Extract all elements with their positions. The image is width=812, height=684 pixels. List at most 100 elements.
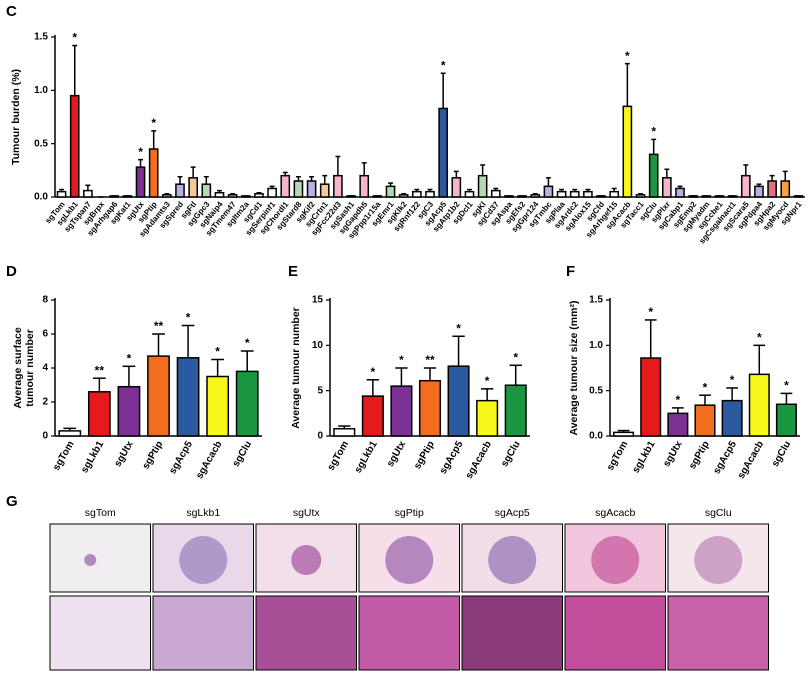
bar [398,194,409,198]
panel-letter: F [566,263,575,280]
bar [176,357,200,437]
bar [622,105,633,198]
panel-letter: E [288,263,298,280]
significance-star: ** [154,319,164,333]
bar [346,195,356,198]
bar [235,370,259,437]
x-tick-label: sgPtip [412,439,437,471]
x-tick-label: sgAcp5 [711,439,739,476]
y-tick-label: 0.0 [589,431,603,442]
bar [740,174,751,198]
histology-high [255,595,357,671]
bar [476,399,499,437]
bar [385,185,396,198]
bar [438,107,448,198]
bar [122,195,133,198]
bar [361,395,384,437]
bar [530,194,541,198]
bar [306,180,317,198]
y-tick-label: 6 [42,329,48,340]
bar [135,166,146,198]
significance-star: * [72,31,77,45]
panel-letter: C [6,3,17,20]
x-tick-label: sgAcp5 [438,439,466,476]
bar [793,195,804,198]
bar [754,185,764,198]
bar [58,430,82,437]
bar [504,384,527,437]
bar [609,190,620,198]
x-tick-label: sgPtip [141,439,166,471]
bar [162,194,172,198]
tumour-lesion [591,536,640,584]
bar [214,191,225,198]
x-tick-label: sgClu [231,439,254,469]
bar [721,399,743,437]
y-tick-label: 1.5 [34,32,48,43]
bar [390,385,413,437]
bar [767,180,777,198]
histology-low [564,523,666,593]
significance-star: * [676,393,681,407]
significance-star: * [703,380,708,394]
bar [333,427,356,437]
histology-high [461,595,563,671]
histology-high [152,595,254,671]
significance-star: * [651,125,656,139]
y-tick-label: 5 [317,385,323,396]
x-tick-label: sgPtip [687,439,712,471]
x-tick-label: sgLkb1 [631,439,658,475]
y-tick-label: 0.5 [34,138,48,149]
x-tick-label: sgLkb1 [79,439,106,475]
bar [293,180,304,198]
bar [675,187,685,198]
histology-high [49,595,151,671]
column-title: sgAcacb [595,507,635,519]
x-tick-label: sgLkb1 [353,439,380,475]
bar [648,153,659,198]
y-tick-label: 15 [312,295,324,306]
significance-star: * [625,49,630,63]
x-tick-label: sgClu [499,439,522,469]
significance-star: * [784,379,789,393]
column-title: sgUtx [293,507,321,519]
significance-star: ** [425,353,435,367]
bar [206,375,230,437]
column-title: sgTom [85,507,116,519]
significance-star: * [138,145,143,159]
bar [147,355,170,437]
bar [780,180,791,198]
bar [412,190,422,198]
tumour-lesion [385,536,434,584]
bar [640,357,662,437]
bar [451,177,462,198]
significance-star: * [399,353,404,367]
x-tick-label: sgTom [326,439,352,472]
bar [359,174,370,198]
bar [117,385,141,437]
bar [372,195,383,198]
column-title: sgClu [705,507,732,519]
y-tick-label: 10 [312,340,324,351]
x-tick-label: sgAcp5 [167,439,195,476]
bar [188,177,198,198]
y-tick-label: 2 [42,397,48,408]
x-tick-label: sgUtx [661,439,685,469]
histology-high [564,595,666,671]
y-tick-label: 0 [42,431,48,442]
bar [727,195,738,198]
bar [477,174,488,198]
bar [148,148,159,198]
bar [504,195,514,198]
significance-star: * [513,350,518,364]
significance-star: * [371,365,376,379]
y-tick-label: 4 [42,363,48,374]
bar [227,194,238,198]
bar [583,190,593,198]
y-tick-label: 1.0 [34,85,48,96]
bar [662,177,672,198]
bar [83,189,93,198]
bar [556,190,567,198]
y-tick-label: 0.0 [34,192,48,203]
